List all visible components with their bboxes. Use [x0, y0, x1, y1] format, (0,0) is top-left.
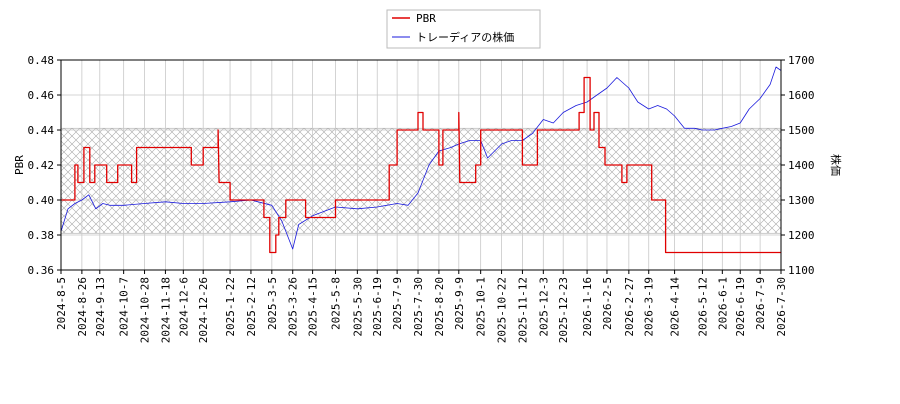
- x-tick-label: 2025-12-3: [537, 277, 550, 337]
- grid-lines: [61, 60, 781, 270]
- x-tick-label: 2026-4-14: [669, 277, 682, 337]
- x-axis-ticks: 2024-8-5 2024-8-26 2024-9-13 2024-10-7 2024-…: [55, 270, 788, 343]
- x-tick-label: 2025-11-12: [516, 277, 529, 343]
- legend-frame: [386, 9, 541, 49]
- x-tick-label: 2024-12-26: [197, 277, 210, 343]
- x-tick-label: 2025-2-12: [245, 277, 258, 337]
- x-tick-label: 2026-1-16: [581, 277, 594, 337]
- x-tick-label: 2025-10-1: [475, 277, 488, 337]
- plot-lines: [61, 66, 781, 254]
- legend-label-pbr: PBR: [416, 12, 436, 25]
- x-tick-label: 2024-8-5: [55, 277, 68, 330]
- x-tick-label: 2026-7-9: [754, 277, 767, 330]
- x-tick-label: 2025-4-15: [307, 277, 320, 337]
- left-tick-label: 0.38: [28, 229, 55, 242]
- right-tick-label: 1400: [788, 159, 815, 172]
- left-tick-label: 0.36: [28, 264, 55, 277]
- left-tick-label: 0.48: [28, 54, 55, 67]
- x-tick-label: 2025-7-30: [412, 277, 425, 337]
- x-tick-label: 2025-12-23: [557, 277, 570, 343]
- x-tick-label: 2025-5-8: [329, 277, 342, 330]
- x-tick-label: 2025-9-9: [453, 277, 466, 330]
- x-tick-label: 2024-10-28: [139, 277, 152, 343]
- right-axis-ticks: 1100 1200 1300 1400 1500 1600 1700: [781, 54, 815, 277]
- x-tick-label: 2024-12-6: [177, 277, 190, 337]
- legend-label-stock-price: トレーディアの株価: [416, 30, 514, 44]
- x-tick-label: 2026-2-5: [601, 277, 614, 330]
- right-tick-label: 1100: [788, 264, 815, 277]
- x-tick-label: 2024-9-13: [94, 277, 107, 337]
- left-axis-label: PBR: [13, 155, 26, 175]
- x-tick-label: 2024-8-26: [76, 277, 89, 337]
- x-tick-label: 2024-11-18: [159, 277, 172, 343]
- left-tick-label: 0.46: [28, 89, 55, 102]
- x-tick-label: 2026-6-1: [716, 277, 729, 330]
- left-axis-ticks: 0.36 0.38 0.40 0.42 0.44 0.46 0.48: [28, 54, 61, 277]
- x-tick-label: 2026-3-19: [643, 277, 656, 337]
- x-tick-label: 2025-3-5: [266, 277, 279, 330]
- pbr-line: [61, 76, 781, 254]
- x-tick-label: 2025-6-19: [371, 277, 384, 337]
- x-tick-label: 2026-2-27: [623, 277, 636, 337]
- left-tick-label: 0.44: [28, 124, 55, 137]
- x-tick-label: 2025-7-9: [391, 277, 404, 330]
- left-tick-label: 0.40: [28, 194, 55, 207]
- x-tick-label: 2026-5-12: [696, 277, 709, 337]
- x-tick-label: 2025-5-30: [351, 277, 364, 337]
- x-tick-label: 2025-1-22: [224, 277, 237, 337]
- right-tick-label: 1300: [788, 194, 815, 207]
- stock-price-line: [61, 66, 781, 250]
- x-tick-label: 2025-3-26: [287, 277, 300, 337]
- x-tick-label: 2026-7-30: [775, 277, 788, 337]
- left-tick-label: 0.42: [28, 159, 55, 172]
- x-tick-label: 2025-10-22: [496, 277, 509, 343]
- right-tick-label: 1700: [788, 54, 815, 67]
- hatched-band: [60, 127, 782, 234]
- x-tick-label: 2024-10-7: [118, 277, 131, 337]
- right-tick-label: 1600: [788, 89, 815, 102]
- right-axis-label: 株価: [829, 154, 843, 176]
- x-tick-label: 2026-6-19: [734, 277, 747, 337]
- legend: PBR トレーディアの株価: [386, 9, 541, 49]
- right-tick-label: 1200: [788, 229, 815, 242]
- x-tick-label: 2025-8-20: [433, 277, 446, 337]
- right-tick-label: 1500: [788, 124, 815, 137]
